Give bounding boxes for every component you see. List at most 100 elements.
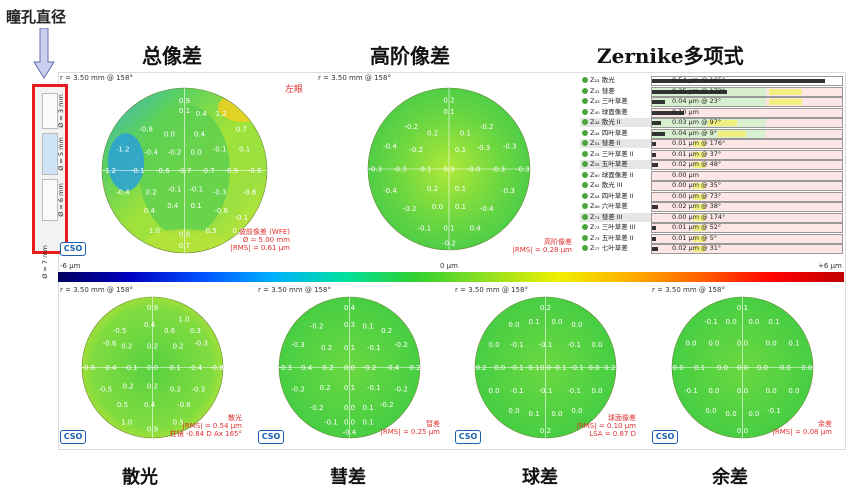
- map-value-label: -0.2: [404, 123, 418, 131]
- residual-title: 余差: [712, 467, 748, 488]
- magnitude-fill: [652, 110, 684, 115]
- map-value-label: -0.1: [367, 384, 381, 392]
- zernike-row[interactable]: Z₇₁ 彗差 III 0.00 μm @ 174°: [580, 212, 843, 223]
- coma-stats: 彗差 |RMS| = 0.25 μm: [360, 420, 440, 436]
- map-value-label: 0.2: [476, 364, 487, 372]
- map-radius-label: r = 3.50 mm @ 158°: [258, 286, 331, 294]
- map-value-label: 0.9: [147, 304, 158, 312]
- term-status-icon: [582, 171, 588, 178]
- map-value-label: 0.2: [321, 344, 332, 352]
- zernike-row[interactable]: Z₆₆ 六叶草差 0.02 μm @ 38°: [580, 202, 843, 212]
- spherical-title: 球差: [522, 467, 558, 488]
- map-value-label: 0.3: [344, 321, 355, 329]
- map-value-label: 0.1: [455, 185, 466, 193]
- zernike-row[interactable]: Z₂₂ 散光 0.54 μm @ 165°: [580, 76, 843, 86]
- zernike-row[interactable]: Z₇₇ 七叶草差 0.02 μm @ 31°: [580, 244, 843, 254]
- term-status-icon: [582, 203, 588, 209]
- term-value: 0.25 μm @ 172°: [672, 86, 726, 95]
- map-value-label: -0.8: [139, 125, 153, 133]
- term-name: Z₅₅ 五叶草差: [590, 160, 628, 168]
- zernike-row[interactable]: Z₄₂ 散光 II 0.03 μm @ 97°: [580, 118, 843, 128]
- stat-line: |RMS| = 0.08 μm: [772, 428, 832, 436]
- map-value-label: 0.7: [236, 125, 247, 133]
- zernike-term-label: Z₂₂ 散光: [582, 76, 615, 85]
- pupil-7mm-button[interactable]: Ø = 7 mm: [40, 245, 49, 279]
- zernike-row[interactable]: Z₄₄ 四叶草差 0.04 μm @ 9°: [580, 128, 843, 139]
- term-magnitude-bar: 0.04 μm @ 9°: [651, 128, 843, 139]
- astigmatism-map: 0.9 1.0 -0.5 0.4 0.6 0.3 -0.6 0.2 0.2 0.2 -0.3 -0.8…: [81, 296, 224, 439]
- map-value-label: 0.3: [443, 166, 454, 174]
- map-value-label: 0.1: [191, 202, 202, 210]
- stat-line: 余差: [818, 420, 832, 428]
- map-value-label: 0.0: [571, 407, 582, 415]
- term-value: 0.00 μm @ 73°: [672, 191, 722, 200]
- map-value-label: -0.1: [213, 145, 227, 153]
- zernike-row[interactable]: Z₇₅ 五叶草差 II 0.01 μm @ 5°: [580, 233, 843, 244]
- map-value-label: 0.1: [768, 318, 779, 326]
- zernike-row[interactable]: Z₆₄ 四叶草差 II 0.00 μm @ 73°: [580, 191, 843, 202]
- map-value-label: 0.1: [179, 107, 190, 115]
- pupil-5mm-button[interactable]: Ø = 5 mm: [42, 133, 65, 175]
- zernike-term-label: Z₆₄ 四叶草差 II: [582, 192, 634, 201]
- map-value-label: 0.0: [708, 340, 719, 348]
- cso-logo: CSO: [60, 430, 86, 444]
- map-value-label: -0.6: [248, 167, 262, 175]
- map-value-label: -0.2: [403, 205, 417, 213]
- map-value-label: 0.2: [540, 427, 551, 435]
- term-value: 0.04 μm @ 9°: [672, 128, 718, 137]
- total-aberration-title: 总像差: [142, 44, 202, 68]
- map-value-label: 0.0: [757, 364, 768, 372]
- zernike-row[interactable]: Z₇₃ 三叶草差 III 0.01 μm @ 52°: [580, 223, 843, 233]
- term-status-icon: [582, 182, 588, 188]
- map-value-label: -0.2: [310, 323, 324, 331]
- map-value-label: 0.0: [540, 364, 551, 372]
- zernike-row[interactable]: Z₄₀ 球面像差 0.10 μm: [580, 107, 843, 118]
- map-value-label: 0.0: [591, 341, 602, 349]
- zernike-row[interactable]: Z₅₅ 五叶草差 0.02 μm @ 48°: [580, 160, 843, 170]
- term-value: 0.01 μm @ 52°: [672, 223, 722, 231]
- map-value-label: 0.1: [529, 318, 540, 326]
- zernike-row[interactable]: Z₃₃ 三叶草差 0.04 μm @ 23°: [580, 97, 843, 107]
- map-value-label: 0.2: [123, 383, 134, 391]
- map-value-label: 0.0: [737, 340, 748, 348]
- pupil-3mm-button[interactable]: Ø = 3 mm: [42, 93, 65, 129]
- magnitude-fill: [652, 247, 658, 251]
- pupil-6mm-button[interactable]: Ø = 6 mm: [42, 179, 65, 221]
- zernike-row[interactable]: Z₆₂ 散光 III 0.00 μm @ 35°: [580, 181, 843, 191]
- term-name: Z₇₁ 彗差 III: [590, 212, 623, 221]
- map-value-label: 0.1: [460, 129, 471, 137]
- zernike-row[interactable]: Z₅₃ 三叶草差 II 0.01 μm @ 37°: [580, 149, 843, 160]
- map-value-label: 0.1: [737, 304, 748, 312]
- map-value-label: 0.2: [146, 189, 157, 197]
- magnitude-fill: [652, 163, 658, 167]
- magnitude-fill: [652, 100, 666, 104]
- map-value-label: -0.6: [243, 189, 257, 197]
- stat-line: LSA = 0.87 D: [589, 430, 636, 438]
- map-value-label: -0.1: [234, 214, 248, 222]
- coma-title: 彗差: [330, 467, 366, 488]
- zernike-row[interactable]: Z₆₀ 球面像差 II 0.00 μm: [580, 170, 843, 181]
- term-value: 0.10 μm: [672, 107, 700, 116]
- magnitude-fill: [652, 121, 662, 125]
- map-value-label: -0.1: [367, 344, 381, 352]
- map-value-label: 0.2: [320, 384, 331, 392]
- zernike-term-label: Z₅₅ 五叶草差: [582, 160, 628, 169]
- map-value-label: -0.7: [201, 167, 215, 175]
- map-value-label: 1.0: [121, 418, 132, 426]
- map-value-label: 0.1: [239, 145, 250, 153]
- zernike-row[interactable]: Z₅₁ 彗差 II 0.01 μm @ 176°: [580, 139, 843, 149]
- zernike-row[interactable]: Z₃₁ 彗差 0.25 μm @ 172°: [580, 86, 843, 97]
- term-status-icon: [582, 224, 588, 230]
- map-value-label: -0.1: [189, 185, 203, 193]
- map-value-label: -0.3: [501, 187, 515, 195]
- map-radius-label: r = 3.50 mm @ 158°: [60, 74, 133, 82]
- map-value-label: 0.0: [191, 149, 202, 157]
- term-value: 0.00 μm @ 35°: [672, 181, 722, 189]
- map-value-label: 0.1: [363, 404, 374, 412]
- colorbar-mid-label: 0 μm: [440, 262, 458, 270]
- term-status-icon: [582, 108, 588, 115]
- map-value-label: 0.1: [455, 146, 466, 154]
- magnitude-fill: [652, 131, 666, 136]
- hoa-title: 高阶像差: [370, 44, 450, 68]
